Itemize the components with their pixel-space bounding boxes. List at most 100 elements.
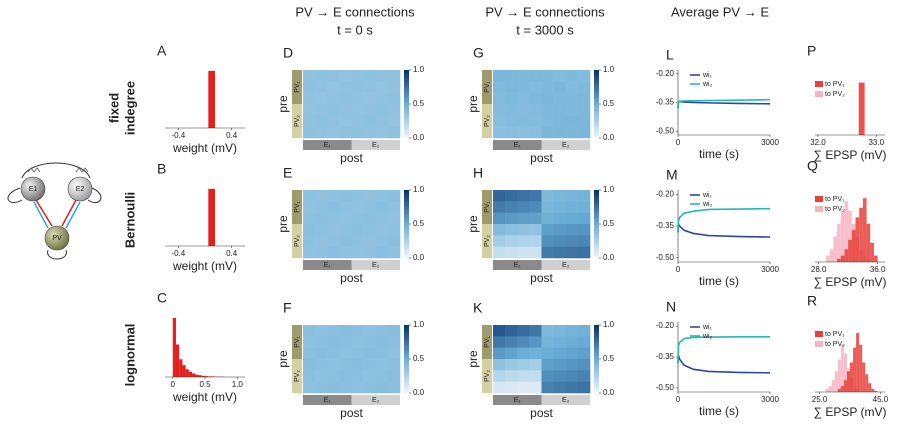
x-axis-label: time (s) <box>699 404 739 418</box>
y-tick-label: -0.50 <box>656 383 675 392</box>
legend-swatch <box>815 331 823 337</box>
heatmap-cell <box>493 126 506 139</box>
heatmap-cell <box>327 359 340 371</box>
heatmap-cell <box>553 336 567 348</box>
edge <box>35 199 53 227</box>
heatmap-cell <box>541 92 554 105</box>
heatmap-cell <box>553 190 567 202</box>
heatmap-cell <box>493 235 506 247</box>
x-tick-label: -0.4 <box>171 131 185 140</box>
x-tick-label: 0.4 <box>226 131 238 140</box>
heatmap-cell <box>387 359 401 371</box>
heatmap-cell <box>375 115 389 127</box>
heatmap-cell <box>565 70 579 82</box>
colorbar-tick-label: 1.0 <box>413 65 425 74</box>
heatmap-cell <box>553 235 567 247</box>
heatmap-cell <box>505 347 518 360</box>
heatmap-cell <box>375 325 389 337</box>
heatmap-cell <box>339 347 352 360</box>
heatmap-cell <box>387 70 401 82</box>
heatmap-cell <box>339 325 352 337</box>
col-group-label: E₁ <box>514 397 522 404</box>
heatmap-cell <box>529 104 542 116</box>
line-series <box>677 100 771 109</box>
y-tick-label: -0.35 <box>656 221 675 230</box>
heatmap-cell <box>529 126 542 139</box>
heatmap-cell <box>517 190 530 202</box>
heatmap-cell <box>387 92 401 105</box>
legend-label: wi₁ <box>702 192 713 199</box>
heatmap-cell <box>387 347 401 360</box>
bar <box>844 201 849 262</box>
heatmap-cell <box>529 70 542 82</box>
heatmap-cell <box>327 224 340 236</box>
heatmap-cell <box>315 347 328 360</box>
bar <box>831 380 835 392</box>
panel-label: N <box>666 299 676 315</box>
y-axis-label: pre <box>466 215 480 233</box>
edge <box>47 249 67 260</box>
heatmap-cell <box>339 370 352 382</box>
heatmap-cell <box>363 336 377 348</box>
heatmap-cell <box>375 104 389 116</box>
heatmap-panel: PV₁ PV₂ E₁ E₂ pre post K 0.0 0.5 1.0 <box>466 300 615 420</box>
col-group-bar <box>303 395 352 405</box>
heatmap-cell <box>529 336 542 348</box>
heatmap-cell <box>553 370 567 382</box>
histogram-panel: 32.0 33.0∑ EPSP (mV) Pto PV₁ to PV₂ <box>807 43 887 162</box>
heatmap-cell <box>577 81 591 93</box>
colorbar-tick-label: 0.0 <box>413 253 425 262</box>
bar <box>208 70 215 128</box>
panel-label: A <box>157 43 167 59</box>
colorbar-tick-label: 0.0 <box>413 133 425 142</box>
panel-label: H <box>473 165 483 181</box>
bar <box>179 359 183 377</box>
heatmap-cell <box>387 212 401 225</box>
col-group-label: E₂ <box>562 262 570 269</box>
heatmap-cell <box>577 224 591 236</box>
y-tick-label: -0.35 <box>656 98 675 107</box>
bar <box>208 188 215 246</box>
heatmap-cell <box>315 336 328 348</box>
panel-label: P <box>807 43 816 59</box>
row-group-bar <box>292 70 302 104</box>
edge <box>21 162 91 179</box>
heatmap-cell <box>339 359 352 371</box>
heatmap-panel: PV₁ PV₂ E₁ E₂ pre post F 0.0 0.5 1.0 <box>276 300 425 420</box>
bar <box>865 374 869 392</box>
heatmap-cell <box>565 81 579 93</box>
line-series <box>677 207 771 233</box>
bar <box>829 249 834 262</box>
bar <box>201 375 205 377</box>
heatmap-cell <box>339 92 352 105</box>
heatmap-cell <box>541 336 554 348</box>
x-tick-label: 33.0 <box>868 138 884 147</box>
legend-label: to PV₂ <box>825 206 845 213</box>
row-group-label: PV₁ <box>484 81 491 93</box>
heatmap-cell <box>541 190 554 202</box>
heatmap-cell <box>517 325 530 337</box>
bar <box>848 210 852 262</box>
heatmap-cell <box>505 115 518 127</box>
heatmap-cell <box>577 235 591 247</box>
line-series <box>677 221 771 238</box>
bar <box>859 207 863 262</box>
legend-label: to PV₂ <box>825 341 845 348</box>
bar <box>834 371 838 392</box>
heatmap-cell <box>541 201 554 213</box>
heatmap-cell <box>493 201 506 213</box>
heatmap-cell <box>339 224 352 236</box>
legend-label: wi₂ <box>702 201 713 208</box>
heatmap-cell <box>577 370 591 382</box>
x-tick-label: 3000 <box>761 265 779 274</box>
heatmap-cell <box>517 212 530 225</box>
heatmap-cell <box>363 104 377 116</box>
heatmap-cell <box>553 201 567 213</box>
heatmap-cell <box>315 126 328 139</box>
heatmap-cell <box>363 115 377 127</box>
heatmap-cell <box>387 381 401 394</box>
heatmap-cell <box>505 81 518 93</box>
panel-label: Q <box>807 158 818 174</box>
